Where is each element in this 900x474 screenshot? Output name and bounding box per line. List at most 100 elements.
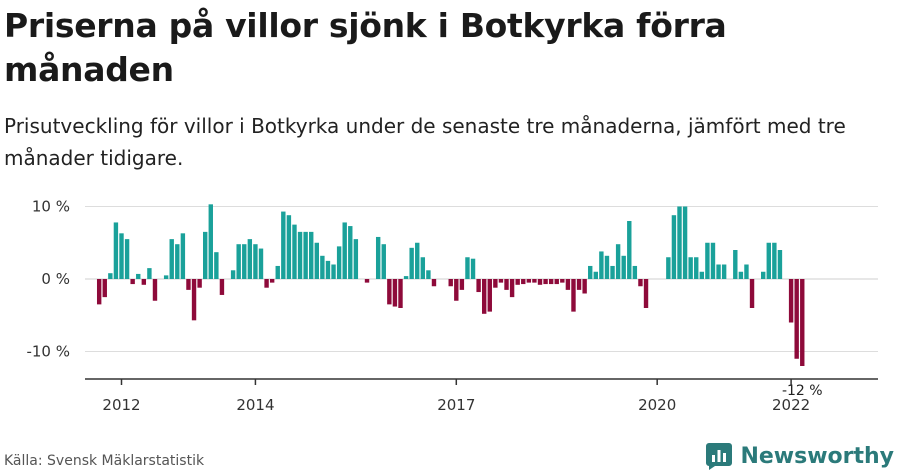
bar-negative bbox=[788, 279, 794, 323]
bar-positive bbox=[465, 257, 470, 279]
bar-positive bbox=[375, 236, 381, 279]
bar-negative bbox=[582, 279, 587, 294]
bar-positive bbox=[627, 221, 632, 279]
bar-positive bbox=[699, 271, 705, 279]
bar-positive bbox=[342, 222, 347, 279]
bar-positive bbox=[772, 242, 777, 279]
bar-positive bbox=[688, 257, 693, 279]
y-tick-label: -10 % bbox=[26, 343, 70, 361]
bar-negative bbox=[269, 279, 275, 283]
bar-positive bbox=[230, 270, 236, 279]
bar-negative bbox=[643, 279, 649, 308]
bar-negative bbox=[565, 279, 571, 290]
bar-negative bbox=[548, 279, 554, 285]
bar-positive bbox=[108, 273, 113, 279]
bar-positive bbox=[415, 242, 420, 279]
bar-negative bbox=[576, 279, 582, 290]
bar-negative bbox=[459, 279, 465, 290]
bar-positive bbox=[610, 265, 615, 279]
bar-positive bbox=[588, 265, 593, 279]
bar-positive bbox=[286, 215, 292, 279]
bar-negative bbox=[521, 279, 526, 285]
bar-positive bbox=[470, 258, 476, 279]
bar-positive bbox=[253, 244, 258, 279]
bar-positive bbox=[169, 239, 174, 279]
bar-negative bbox=[448, 279, 453, 287]
bar-positive bbox=[615, 244, 621, 279]
y-tick-label: 0 % bbox=[41, 270, 70, 288]
x-tick-label: 2012 bbox=[102, 396, 140, 414]
bar-positive bbox=[409, 247, 414, 279]
bar-positive bbox=[420, 257, 426, 279]
bar-negative bbox=[571, 279, 576, 312]
bar-negative bbox=[264, 279, 269, 288]
bar-positive bbox=[163, 275, 169, 279]
bar-negative bbox=[476, 279, 481, 293]
x-tick-label: 2017 bbox=[437, 396, 475, 414]
bar-positive bbox=[336, 246, 342, 279]
bar-positive bbox=[331, 264, 336, 279]
bar-positive bbox=[297, 231, 303, 279]
bar-positive bbox=[314, 242, 319, 279]
bar-positive bbox=[599, 251, 604, 279]
bar-positive bbox=[426, 270, 431, 279]
bar-negative bbox=[498, 279, 504, 283]
bar-negative bbox=[487, 279, 492, 312]
bar-positive bbox=[632, 265, 638, 279]
bar-positive bbox=[292, 224, 297, 279]
bar-positive bbox=[275, 265, 280, 279]
bar-positive bbox=[671, 215, 677, 279]
bar-positive bbox=[247, 239, 253, 279]
bar-negative bbox=[152, 279, 158, 301]
page-subtitle: Prisutveckling för villor i Botkyrka und… bbox=[4, 114, 846, 170]
bar-positive bbox=[303, 231, 308, 279]
bar-positive bbox=[124, 239, 130, 279]
bar-negative bbox=[392, 279, 398, 307]
bar-negative bbox=[493, 279, 498, 288]
bar-negative bbox=[532, 279, 537, 283]
bar-negative bbox=[96, 279, 102, 305]
bar-negative bbox=[638, 279, 643, 287]
bar-positive bbox=[214, 252, 219, 279]
bar-positive bbox=[694, 257, 699, 279]
x-axis: 2012 2014 2017 2020 2022 bbox=[85, 378, 878, 414]
bar-positive bbox=[325, 260, 331, 279]
bar-positive bbox=[604, 255, 610, 279]
bar-positive bbox=[381, 244, 386, 279]
bar-negative bbox=[387, 279, 392, 305]
bar-positive bbox=[258, 248, 264, 279]
bar-positive bbox=[208, 204, 213, 279]
bar-negative bbox=[141, 279, 147, 285]
bar-positive bbox=[710, 242, 716, 279]
bar-positive bbox=[721, 264, 727, 279]
brand-logo: Newsworthy bbox=[705, 440, 894, 472]
bar-positive bbox=[353, 239, 359, 279]
x-tick-label: 2014 bbox=[236, 396, 274, 414]
bar-negative bbox=[526, 279, 532, 283]
bar-negative bbox=[537, 279, 543, 285]
bar-positive bbox=[348, 226, 353, 279]
bar-positive bbox=[119, 233, 124, 279]
bar-negative bbox=[364, 279, 370, 283]
bar-negative bbox=[197, 279, 202, 288]
bar-positive bbox=[733, 250, 738, 279]
last-value-label: -12 % bbox=[782, 383, 823, 399]
bar-negative bbox=[509, 279, 515, 298]
bar-positive bbox=[242, 244, 247, 279]
bar-positive bbox=[147, 268, 152, 279]
bar-positive bbox=[309, 231, 314, 279]
bar-negative bbox=[749, 279, 755, 308]
bar-negative bbox=[398, 279, 403, 308]
bar-positive bbox=[621, 255, 626, 279]
y-tick-labels: 10 % 0 % -10 % bbox=[26, 198, 70, 361]
x-tick-label: 2022 bbox=[772, 396, 810, 414]
page-title: Priserna på villor sjönk i Botkyrka förr… bbox=[4, 6, 727, 89]
bar-positive bbox=[744, 264, 749, 279]
bar-positive bbox=[716, 264, 721, 279]
bar-positive bbox=[777, 250, 783, 279]
bar-negative bbox=[560, 279, 565, 283]
bar-positive bbox=[677, 206, 682, 279]
bar-negative bbox=[554, 279, 559, 285]
bar-positive bbox=[682, 206, 688, 279]
